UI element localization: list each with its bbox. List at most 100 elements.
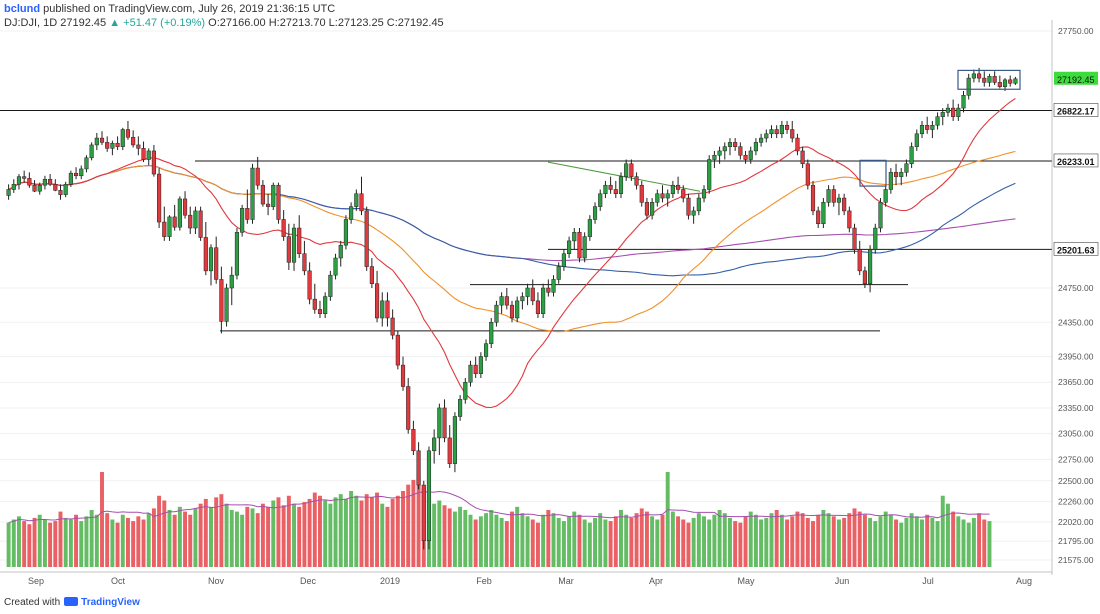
volume-bar [125,517,130,567]
volume-bar [234,511,239,567]
candle-body [131,136,136,146]
volume-bar [956,516,961,567]
candle-body [868,249,873,284]
candle-body [73,172,79,177]
volume-bar [74,514,79,567]
volume-bar [369,497,374,567]
volume-bar [276,497,281,567]
candle-body [733,142,738,147]
candle-body [784,124,790,130]
volume-bar [598,513,603,567]
candle-body [317,309,323,314]
candle-body [359,193,364,212]
candle-body [364,210,369,267]
volume-bar [266,506,271,567]
candle-body [712,154,717,160]
candle-body [831,189,836,203]
author-link[interactable]: bclund [4,3,41,15]
candle-body [504,296,509,306]
volume-bar [115,522,120,567]
volume-bar [260,503,265,567]
volume-bar [702,516,706,567]
volume-bar [177,506,182,567]
volume-bar [945,503,950,567]
candle-body [509,304,515,319]
candle-body [644,202,649,216]
volume-bar [22,521,27,567]
volume-bar [136,516,141,567]
last-value: 27192.45 [60,17,107,29]
candle-body [852,227,857,250]
candle-body [167,216,172,237]
volume-bar [27,524,32,567]
volume-bar [904,517,909,567]
volume-bar [836,519,841,567]
symbol-label: DJ:DJI, 1D [4,17,58,29]
candle-body [63,184,68,195]
candle-body [572,232,577,242]
volume-bar [141,519,146,567]
volume-bar [302,502,307,567]
candle-body [1002,79,1008,87]
volume-bar [286,495,291,567]
candle-body [182,198,188,216]
y-tick-label: 23650.00 [1058,377,1094,387]
volume-bar [868,517,873,567]
volume-bar [432,503,437,567]
x-tick-label: Aug [1016,576,1032,586]
volume-bar [582,519,587,567]
level-tag [1053,153,1099,168]
volume-bar [157,495,162,567]
low-value: L:27123.25 [328,17,384,29]
candle-body [873,227,878,250]
volume-bar [670,511,675,567]
candle-body [219,279,224,322]
volume-bar [634,513,639,567]
x-tick-label: Jul [922,576,934,586]
footer-brand-link[interactable]: TradingView [81,597,140,608]
candle-body [16,176,22,185]
volume-bar [650,516,655,567]
y-tick-label: 24750.00 [1058,283,1094,293]
volume-bar [110,519,115,567]
candle-body [193,210,198,229]
candle-body [520,296,525,302]
candle-body [110,142,115,149]
volume-bar [888,514,893,567]
candle-body [99,137,105,143]
volume-bar [785,519,790,567]
candle-body [48,178,53,185]
volume-bar [510,511,514,567]
candles [6,67,1018,550]
level-tag [1053,242,1099,256]
candle-body [613,189,618,195]
y-tick-label: 21795.00 [1058,536,1094,546]
candle-body [494,304,499,323]
candle-body [665,193,670,199]
candle-body [354,193,359,207]
volume-bar [94,514,99,567]
volume-bar [727,517,732,567]
volume-bar [48,522,53,567]
volume-bar [333,497,338,567]
volume-bar [551,513,556,567]
volume-bar [442,505,447,567]
volume-bar [644,511,649,567]
volume-bar [982,519,987,567]
candle-body [893,172,899,177]
candle-body [42,178,47,186]
volume-bar [733,521,738,567]
level-label: 26233.01 [1057,157,1095,167]
volume-bar [769,513,774,567]
volume-bar [198,503,203,567]
candle-body [245,208,250,220]
volume-bar [390,498,395,567]
volume-bar [707,519,712,567]
volume-bar [842,517,847,567]
volume-bar [250,508,255,567]
candle-body [255,167,260,186]
candle-body [260,184,265,205]
candle-body [925,124,930,130]
volume-bar [245,506,250,567]
x-tick-label: 2019 [380,576,400,586]
